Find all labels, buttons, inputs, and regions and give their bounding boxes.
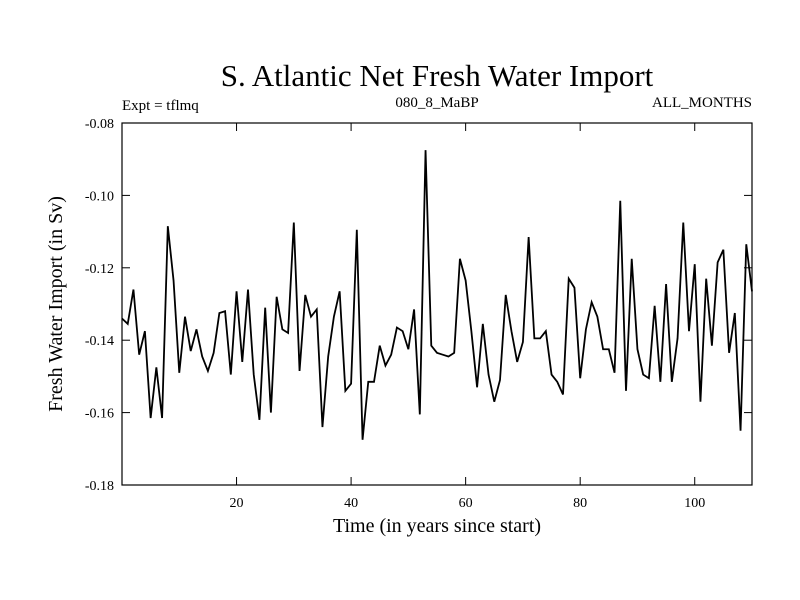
y-tick-label: -0.16	[85, 407, 114, 422]
y-tick-label: -0.08	[85, 117, 114, 132]
x-tick-label: 100	[684, 496, 705, 511]
y-tick-label: -0.18	[85, 479, 114, 494]
x-axis-label: Time (in years since start)	[333, 515, 541, 537]
series-line	[121, 150, 753, 440]
x-tick-label: 80	[573, 496, 587, 511]
y-tick-label: -0.14	[85, 334, 114, 349]
months-label: ALL_MONTHS	[652, 95, 752, 111]
x-axis: 20 40 60 80 100	[230, 123, 705, 511]
x-tick-label: 40	[344, 496, 358, 511]
x-tick-label: 60	[459, 496, 473, 511]
plot-frame	[121, 122, 753, 486]
x-tick-label: 20	[230, 496, 244, 511]
y-axis-label: Fresh Water Import (in Sv)	[45, 196, 67, 412]
y-tick-label: -0.12	[85, 262, 114, 277]
y-tick-label: -0.10	[85, 189, 114, 204]
experiment-label: Expt = tflmq	[122, 98, 199, 114]
y-axis: -0.18 -0.16 -0.14 -0.12 -0.10 -0.08	[85, 117, 752, 494]
run-label: 080_8_MaBP	[395, 95, 478, 111]
chart-title: S. Atlantic Net Fresh Water Import	[221, 58, 654, 93]
